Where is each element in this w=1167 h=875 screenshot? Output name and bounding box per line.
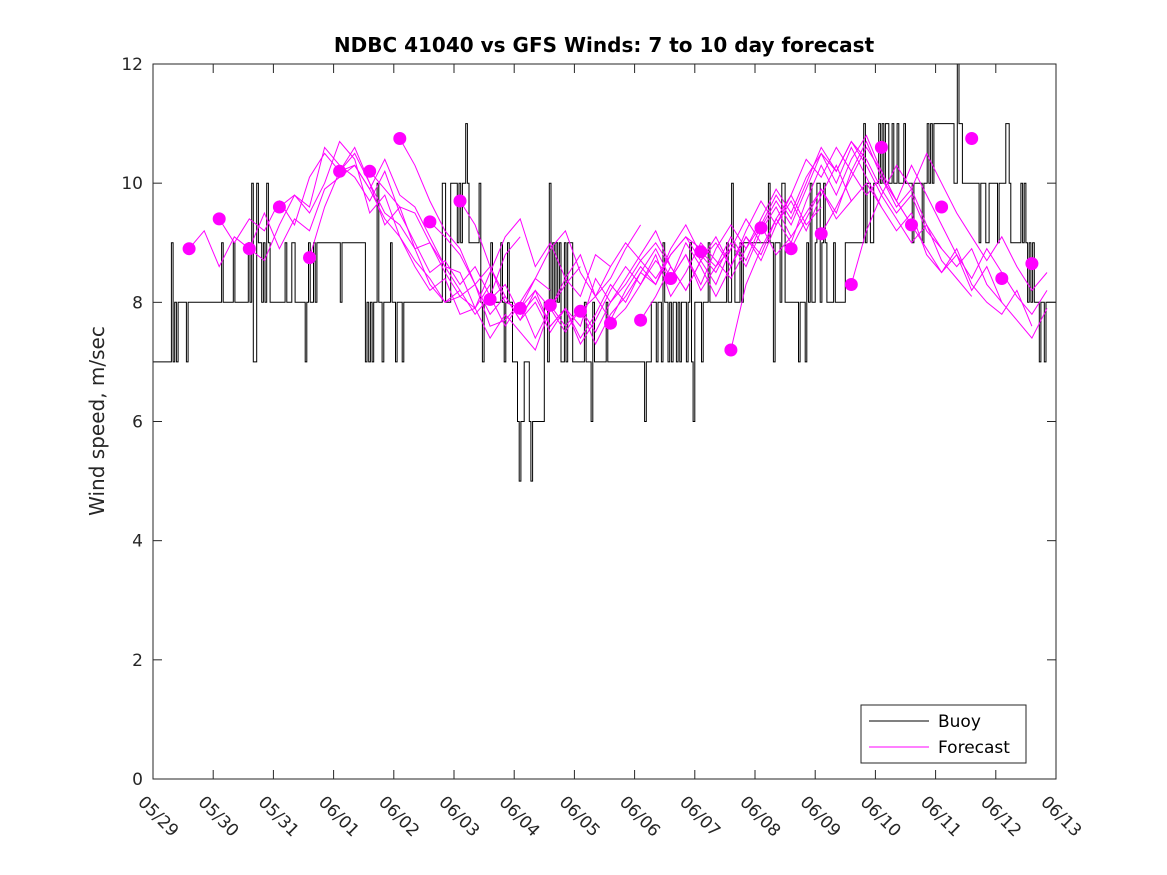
forecast-trace-line — [790, 140, 1048, 340]
forecast-dot — [694, 245, 708, 259]
legend-box — [860, 704, 1027, 764]
forecast-trace-line — [640, 146, 912, 321]
forecast-trace-line — [429, 221, 702, 309]
forecast-trace-line — [459, 200, 732, 346]
forecast-dot — [483, 292, 497, 306]
forecast-dot — [453, 194, 467, 208]
forecast-dots-layer — [182, 132, 1039, 357]
forecast-traces-layer — [188, 134, 1048, 351]
forecast-dot — [995, 272, 1009, 285]
y-tick-label: 10 — [121, 174, 143, 194]
forecast-trace-line — [279, 140, 551, 328]
forecast-dot — [905, 218, 918, 232]
forecast-trace-line — [580, 188, 852, 322]
legend: Buoy Forecast — [860, 704, 1027, 764]
forecast-dot — [363, 164, 377, 178]
forecast-dot — [513, 301, 527, 315]
chart-title: NDBC 41040 vs GFS Winds: 7 to 10 day for… — [334, 33, 875, 57]
forecast-dot — [844, 278, 858, 291]
forecast-dot — [1025, 257, 1039, 271]
forecast-dot — [754, 221, 768, 235]
forecast-trace-line — [399, 138, 672, 334]
forecast-dot — [423, 215, 437, 229]
y-axis-ticks: 0 2 4 6 8 10 12 — [121, 55, 1056, 790]
legend-forecast-label: Forecast — [938, 738, 1010, 758]
forecast-trace-line — [850, 152, 1048, 292]
forecast-dot — [604, 316, 617, 330]
forecast-dot — [874, 140, 888, 154]
forecast-trace-line — [820, 146, 1048, 316]
forecast-dot — [965, 132, 979, 145]
forecast-dot — [543, 298, 557, 312]
y-tick-label: 6 — [132, 413, 143, 433]
forecast-dot — [303, 251, 316, 265]
y-tick-label: 4 — [132, 532, 143, 552]
y-tick-label: 8 — [132, 293, 143, 313]
forecast-dot — [784, 242, 798, 256]
forecast-dot — [242, 242, 256, 256]
forecast-trace-line — [188, 158, 461, 291]
forecast-trace-line — [670, 140, 942, 286]
forecast-dot — [634, 313, 648, 327]
forecast-dot — [664, 272, 678, 285]
buoy-series-line — [153, 63, 1056, 482]
forecast-dot — [814, 227, 828, 241]
y-tick-label: 2 — [132, 651, 143, 671]
forecast-dot — [393, 132, 407, 145]
forecast-dot — [272, 200, 286, 214]
y-tick-label: 12 — [121, 55, 143, 75]
forecast-dot — [333, 164, 347, 178]
forecast-trace-line — [309, 164, 581, 351]
buoy-line-layer — [153, 63, 1056, 482]
forecast-trace-line — [760, 146, 1033, 327]
forecast-trace-line — [610, 164, 882, 324]
forecast-dot — [212, 212, 226, 226]
legend-buoy-label: Buoy — [938, 712, 981, 732]
forecast-dot — [935, 200, 949, 214]
forecast-dot — [724, 343, 738, 357]
y-axis-label: Wind speed, m/sec — [85, 326, 109, 516]
forecast-dot — [573, 304, 587, 318]
y-tick-label: 0 — [132, 770, 143, 790]
forecast-dot — [182, 242, 196, 256]
